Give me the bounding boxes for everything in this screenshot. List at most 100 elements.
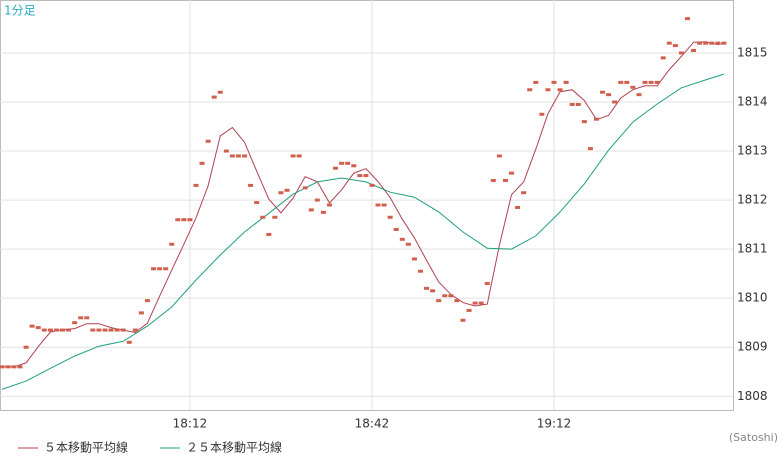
- price-point: [211, 95, 217, 99]
- price-point: [624, 80, 630, 84]
- price-point: [0, 365, 5, 369]
- price-point: [333, 166, 339, 170]
- price-point: [266, 232, 272, 236]
- price-point: [709, 41, 715, 45]
- price-point: [290, 154, 296, 158]
- price-point: [684, 17, 690, 21]
- price-point: [151, 267, 157, 271]
- price-point: [242, 154, 248, 158]
- price-point: [472, 301, 478, 305]
- price-point: [424, 286, 430, 290]
- price-point: [132, 328, 138, 332]
- price-point: [59, 328, 65, 332]
- price-point: [181, 218, 187, 222]
- price-point: [575, 102, 581, 106]
- price-point: [229, 154, 235, 158]
- price-point: [521, 191, 527, 195]
- price-point: [418, 269, 424, 273]
- price-point: [484, 281, 490, 285]
- y-tick-label: 1811: [737, 242, 768, 256]
- price-point: [557, 88, 563, 92]
- price-point: [618, 80, 624, 84]
- price-point: [587, 147, 593, 151]
- price-point: [478, 301, 484, 305]
- price-point: [411, 257, 417, 261]
- price-point: [405, 242, 411, 246]
- x-tick-label: 19:12: [537, 417, 572, 431]
- price-point: [357, 174, 363, 178]
- price-point: [193, 183, 199, 187]
- price-point: [339, 161, 345, 165]
- price-point: [442, 294, 448, 298]
- price-point: [314, 198, 320, 202]
- price-point: [466, 308, 472, 312]
- price-point: [545, 88, 551, 92]
- price-point: [254, 201, 260, 205]
- price-point: [126, 340, 132, 344]
- price-point: [351, 164, 357, 168]
- price-point: [120, 328, 126, 332]
- price-point: [187, 218, 193, 222]
- price-point: [102, 328, 108, 332]
- price-point: [381, 203, 387, 207]
- price-point: [636, 93, 642, 97]
- price-point: [302, 186, 308, 190]
- price-point: [630, 85, 636, 89]
- y-tick-label: 1809: [737, 340, 768, 354]
- y-tick-label: 1812: [737, 193, 768, 207]
- price-point: [199, 161, 205, 165]
- price-point: [90, 328, 96, 332]
- price-point: [697, 41, 703, 45]
- price-point: [515, 205, 521, 209]
- price-point: [642, 80, 648, 84]
- price-point: [660, 56, 666, 60]
- price-point: [114, 328, 120, 332]
- ma-line: [1, 73, 725, 390]
- price-point: [369, 183, 375, 187]
- price-point: [175, 218, 181, 222]
- price-point: [23, 345, 29, 349]
- price-point: [284, 188, 290, 192]
- x-tick-label: 18:12: [173, 417, 208, 431]
- price-point: [496, 154, 502, 158]
- price-point: [490, 178, 496, 182]
- price-point: [721, 41, 727, 45]
- price-point: [436, 299, 442, 303]
- price-point: [17, 365, 23, 369]
- price-point: [715, 41, 721, 45]
- price-point: [600, 90, 606, 94]
- price-point: [539, 112, 545, 116]
- price-point: [393, 228, 399, 232]
- price-point: [672, 44, 678, 48]
- price-point: [47, 328, 53, 332]
- plot-frame: [0, 0, 734, 411]
- x-tick-label: 18:42: [355, 417, 390, 431]
- price-point: [96, 328, 102, 332]
- price-point: [654, 80, 660, 84]
- price-point: [502, 178, 508, 182]
- price-point: [205, 139, 211, 143]
- price-point: [41, 328, 47, 332]
- price-point: [563, 80, 569, 84]
- price-point: [78, 316, 84, 320]
- price-point: [375, 203, 381, 207]
- price-point: [223, 149, 229, 153]
- price-point: [144, 299, 150, 303]
- price-point: [606, 93, 612, 97]
- price-point: [320, 210, 326, 214]
- credit: (Satoshi): [729, 431, 778, 444]
- price-point: [217, 90, 223, 94]
- price-point: [387, 215, 393, 219]
- price-point: [703, 41, 709, 45]
- price-point: [272, 215, 278, 219]
- price-point: [260, 215, 266, 219]
- price-point: [430, 289, 436, 293]
- price-point: [326, 203, 332, 207]
- price-point: [691, 49, 697, 53]
- y-tick-label: 1808: [737, 389, 768, 403]
- price-point: [66, 328, 72, 332]
- price-point: [278, 191, 284, 195]
- price-point: [5, 365, 11, 369]
- price-point: [569, 102, 575, 106]
